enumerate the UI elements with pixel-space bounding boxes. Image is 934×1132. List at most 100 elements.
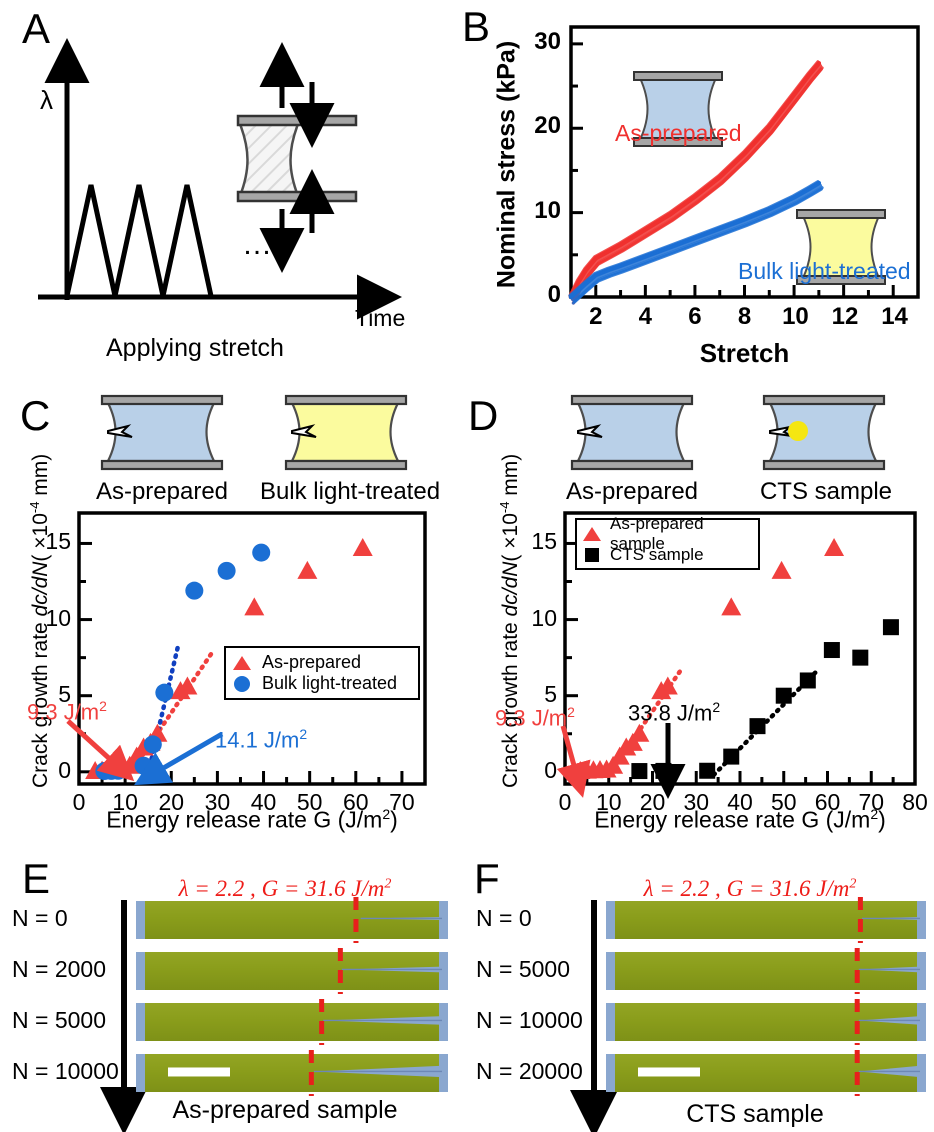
panel-a-stretch-waveform (64, 184, 214, 297)
panelE-cycle-label-2: N = 5000 (12, 1007, 106, 1033)
panel-c-xlabel-exp: 2 (382, 806, 391, 822)
panel-d-legend: As-prepared sample CTS sample (575, 514, 760, 570)
panel-f-condition-unit: J/m (816, 876, 850, 901)
panel-d-legend-label-1: CTS sample (610, 544, 704, 564)
panel-d-specimen-as-prepared (570, 394, 694, 471)
panel-d-annotation-black-exp: 2 (712, 699, 721, 715)
circle-marker-icon (234, 675, 250, 692)
panel-e-condition-lambda: λ = 2.2 , (178, 876, 256, 901)
panel-e-label: E (22, 855, 51, 902)
panel-a-specimen-schematic (236, 42, 358, 273)
panel-c-xtick-50: 50 (296, 789, 323, 815)
panel-b-xtick-10: 10 (782, 303, 809, 330)
strip-clamp-right (439, 952, 448, 990)
panel-d: D As-prepared CTS sample Crack growth ra… (460, 385, 934, 835)
panel-e-caption: As-prepared sample (172, 1096, 398, 1124)
strip-body (615, 901, 917, 939)
panel-d-ytick-15: 15 (531, 528, 557, 555)
panelF-cycle-label-3: N = 20000 (476, 1058, 583, 1084)
panel-f-caption: CTS sample (686, 1100, 824, 1128)
panel-d-ytick-10: 10 (531, 604, 557, 631)
panel-d-schematic-left-label: As-prepared (565, 478, 699, 505)
panel-c-legend-item-0: As-prepared (232, 652, 412, 673)
scale-bar (638, 1067, 700, 1077)
square-marker-icon (585, 547, 599, 562)
panel-a-caption: Applying stretch (106, 334, 284, 362)
panel-e-condition: λ = 2.2 , G = 31.6 J/m2 (130, 876, 440, 902)
panel-e-condition-unit: J/m (351, 876, 385, 901)
strip-body (145, 901, 439, 939)
panel-d-ytick-0: 0 (544, 756, 557, 783)
panel-e: E λ = 2.2 , G = 31.6 J/m2 N = 0 N = 2000 N… (0, 838, 460, 1132)
panel-c: C As-prepared Bulk light-treated Crack g… (0, 385, 460, 835)
panel-c-annotation-blue-text: 14.1 J/m (215, 727, 300, 753)
panel-d-legend-item-0: As-prepared sample (582, 514, 753, 553)
panel-d-schematic-right-label: CTS sample (759, 478, 893, 505)
panelF-cycle-label-2: N = 10000 (476, 1007, 583, 1033)
panel-d-schematics (570, 394, 886, 471)
scale-bar (168, 1067, 230, 1077)
panel-c-schematics (100, 394, 408, 471)
panel-c-xtick-70: 70 (389, 789, 415, 815)
strip-clamp-left (606, 1054, 615, 1092)
strip-clamp-left (136, 901, 145, 939)
panel-d-xtick-30: 30 (683, 789, 710, 815)
panel-f-condition-exp: 2 (849, 876, 857, 892)
panel-f-label: F (474, 855, 500, 902)
panel-c-label: C (20, 392, 51, 439)
panel-b-plot (568, 25, 920, 305)
panel-d-xtick-10: 10 (595, 789, 622, 815)
panel-c-xtick-40: 40 (250, 789, 277, 815)
panel-d-xtick-0: 0 (558, 789, 572, 815)
panel-d-xtick-50: 50 (770, 789, 797, 815)
panel-c-annotation-red-text: 9.3 J/m (27, 699, 100, 725)
panel-a: A λ … (0, 0, 460, 380)
panel-d-x-axis-title: Energy release rate G (J/m2) (565, 806, 915, 834)
panel-d-annotation-black: 33.8 J/m2 (628, 699, 720, 726)
panel-c-ytick-5: 5 (58, 680, 71, 707)
panel-f: F λ = 2.2 , G = 31.6 J/m2 N = 0 N = 5000 N… (460, 838, 934, 1132)
panel-b-ytick-20: 20 (534, 112, 561, 140)
panel-d-xtick-70: 70 (858, 789, 885, 815)
panel-d-legend-item-1: CTS sample (582, 544, 753, 565)
panel-c-schematic-left-label: As-prepared (95, 478, 229, 505)
panel-c-annotation-blue-exp: 2 (299, 726, 308, 742)
panelF-cycle-label-0: N = 0 (476, 905, 532, 931)
strip-clamp-left (136, 1054, 145, 1092)
panel-c-specimen-bulk-light-treated (284, 394, 408, 471)
panel-e-strips (100, 897, 448, 1132)
panel-b-xtick-2: 2 (589, 303, 603, 330)
panel-c-xtick-0: 0 (72, 789, 86, 815)
panel-b-ytick-10: 10 (534, 196, 561, 224)
strip-body (615, 952, 917, 990)
panelE-cycle-label-0: N = 0 (12, 905, 68, 931)
panel-f-condition: λ = 2.2 , G = 31.6 J/m2 (590, 876, 910, 902)
strip-clamp-right (917, 901, 926, 939)
panel-d-xtick-80: 80 (902, 789, 928, 815)
panel-e-condition-g: G = 31.6 (261, 876, 352, 901)
strip-clamp-left (136, 952, 145, 990)
panel-a-x-axis-label: Time (355, 305, 406, 331)
panel-d-annotation-red: 9.3 J/m2 (495, 704, 575, 731)
panel-c-annotation-blue: 14.1 J/m2 (215, 726, 307, 753)
panel-b: B Nominal stress (kPa) 2 4 6 8 10 12 14 0 10 20 3… (460, 0, 934, 380)
panel-b-xtick-4: 4 (638, 303, 653, 330)
panel-b-xtick-6: 6 (688, 303, 702, 330)
panel-d-label: D (468, 392, 499, 439)
panel-b-xtick-8: 8 (737, 303, 752, 330)
panel-c-annotation-red: 9.3 J/m2 (27, 698, 107, 725)
panel-b-xtick-12: 12 (831, 303, 859, 330)
panel-c-ytick-15: 15 (45, 528, 71, 555)
panel-c-xtick-60: 60 (343, 789, 369, 815)
strip-clamp-right (917, 1003, 926, 1041)
panel-b-xtick-14: 14 (881, 303, 908, 330)
panel-a-lambda-label: λ (40, 85, 53, 115)
panel-c-ytick-10: 10 (45, 604, 71, 631)
panel-f-condition-g: G = 31.6 (726, 876, 817, 901)
panel-d-xtick-40: 40 (727, 789, 753, 815)
panel-d-xlabel-exp: 2 (870, 806, 879, 822)
panel-c-specimen-as-prepared (100, 394, 224, 471)
strip-clamp-left (136, 1003, 145, 1041)
panel-c-schematic-right-label: Bulk light-treated (259, 478, 441, 505)
